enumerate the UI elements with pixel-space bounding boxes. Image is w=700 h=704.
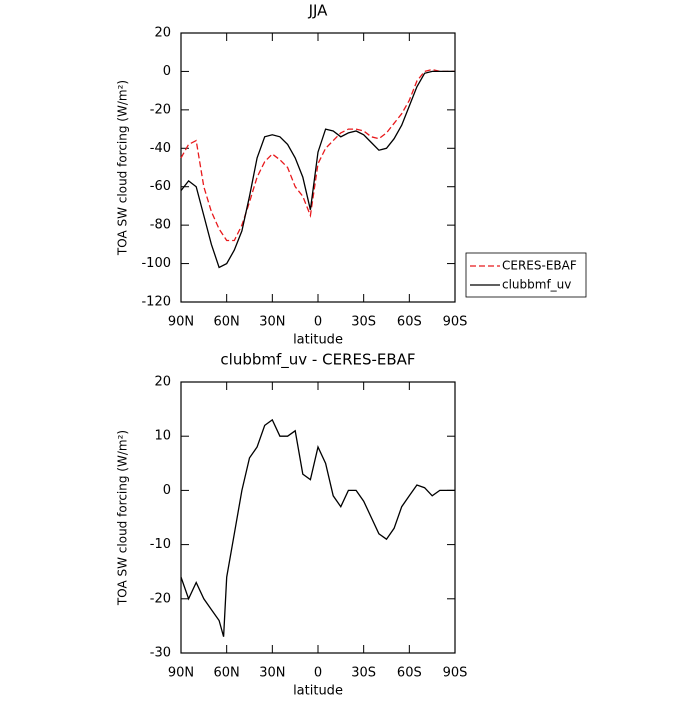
chart-title: JJA bbox=[308, 2, 329, 20]
x-tick-label: 30S bbox=[351, 666, 376, 681]
legend-label: CERES-EBAF bbox=[502, 259, 577, 273]
y-tick-label: -30 bbox=[150, 646, 171, 661]
y-tick-label: 20 bbox=[154, 26, 171, 41]
x-tick-label: 90S bbox=[443, 666, 468, 681]
chart-title: clubbmf_uv - CERES-EBAF bbox=[220, 351, 415, 370]
x-axis-label: latitude bbox=[293, 333, 343, 348]
y-axis-label: TOA SW cloud forcing (W/m²) bbox=[116, 430, 130, 606]
y-tick-label: -60 bbox=[150, 179, 171, 194]
y-axis-label: TOA SW cloud forcing (W/m²) bbox=[116, 80, 130, 256]
y-tick-label: -80 bbox=[150, 218, 171, 233]
y-tick-label: 0 bbox=[163, 64, 171, 79]
x-tick-label: 30S bbox=[351, 315, 376, 330]
y-tick-label: -120 bbox=[141, 295, 171, 310]
y-tick-label: 0 bbox=[163, 483, 171, 498]
legend-label: clubbmf_uv bbox=[502, 278, 571, 292]
x-axis-label: latitude bbox=[293, 684, 343, 699]
y-tick-label: -20 bbox=[150, 102, 171, 117]
data-line bbox=[180, 418, 455, 637]
x-tick-label: 90N bbox=[168, 315, 194, 330]
y-tick-label: -20 bbox=[150, 591, 171, 606]
x-tick-label: 0 bbox=[314, 666, 322, 681]
x-tick-label: 60N bbox=[214, 666, 240, 681]
legend-box bbox=[465, 252, 587, 298]
x-tick-label: 30N bbox=[259, 666, 285, 681]
x-tick-label: 60S bbox=[397, 666, 422, 681]
x-tick-label: 60S bbox=[397, 315, 422, 330]
y-tick-label: 10 bbox=[154, 429, 171, 444]
x-tick-label: 60N bbox=[214, 315, 240, 330]
x-tick-label: 30N bbox=[259, 315, 285, 330]
y-tick-label: -10 bbox=[150, 537, 171, 552]
data-line bbox=[180, 68, 455, 242]
x-tick-label: 0 bbox=[314, 315, 322, 330]
y-tick-label: -40 bbox=[150, 141, 171, 156]
data-line bbox=[180, 70, 455, 269]
x-tick-label: 90S bbox=[443, 315, 468, 330]
y-tick-label: -100 bbox=[141, 256, 171, 271]
y-tick-label: 20 bbox=[154, 375, 171, 390]
x-tick-label: 90N bbox=[168, 666, 194, 681]
plot-frame bbox=[180, 381, 456, 654]
